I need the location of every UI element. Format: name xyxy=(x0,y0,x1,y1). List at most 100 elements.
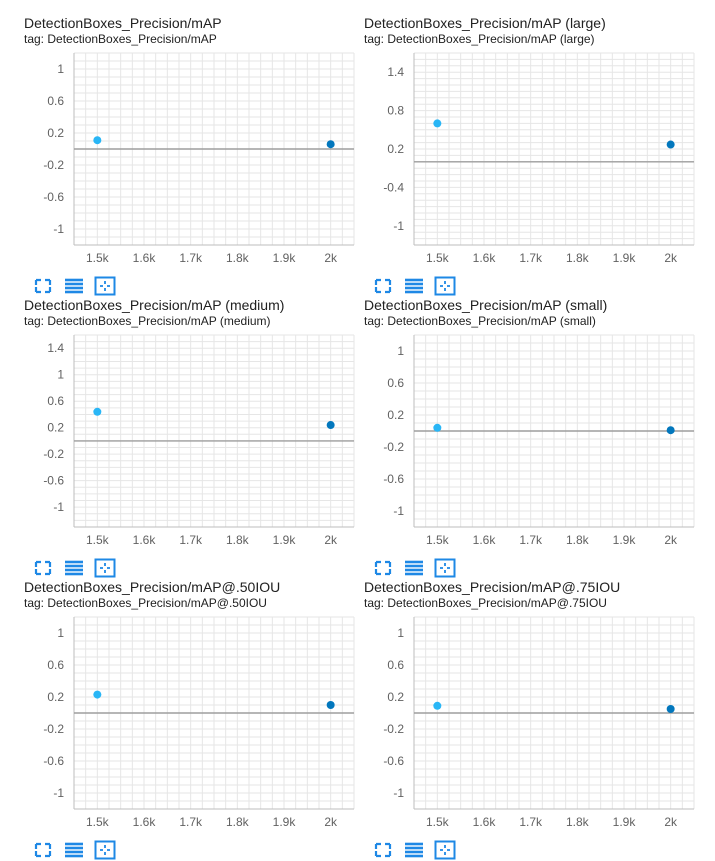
data-point xyxy=(433,423,442,432)
chart-plot[interactable]: 1 0.6 0.2 -0.2 -0.6 -1 1.5k 1.6k 1.7k 1.8k 1.9k 2k xyxy=(24,616,364,839)
y-tick-label: 0.2 xyxy=(47,126,64,140)
x-tick-label: 1.6k xyxy=(473,251,497,265)
fit-domain-icon xyxy=(94,558,116,578)
chart-title: DetectionBoxes_Precision/mAP@.75IOU xyxy=(364,579,621,595)
fit-domain-button[interactable] xyxy=(434,276,456,296)
x-tick-label: 1.5k xyxy=(86,533,110,547)
toggle-log-scale-icon xyxy=(63,276,85,296)
fullscreen-icon xyxy=(32,558,54,578)
data-point xyxy=(93,407,102,416)
y-tick-label: -0.6 xyxy=(383,754,404,768)
x-tick-label: 1.6k xyxy=(473,815,497,829)
chart-tag: tag: DetectionBoxes_Precision/mAP (mediu… xyxy=(24,314,271,328)
y-tick-label: -1 xyxy=(53,222,64,236)
fit-domain-button[interactable] xyxy=(434,840,456,860)
y-tick-label: 0.2 xyxy=(387,408,404,422)
toggle-log-scale-button[interactable] xyxy=(403,558,425,578)
data-point xyxy=(326,140,335,149)
fit-domain-button[interactable] xyxy=(94,276,116,296)
chart-plot[interactable]: 1 0.6 0.2 -0.2 -0.6 -1 1.5k 1.6k 1.7k 1.8k 1.9k 2k xyxy=(24,52,364,275)
fullscreen-button[interactable] xyxy=(32,276,54,296)
x-tick-label: 2k xyxy=(664,251,678,265)
toggle-log-scale-button[interactable] xyxy=(403,840,425,860)
data-point xyxy=(326,701,335,709)
y-tick-label: -1 xyxy=(53,786,64,800)
x-tick-label: 1.8k xyxy=(566,533,590,547)
chart-tag: tag: DetectionBoxes_Precision/mAP@.75IOU xyxy=(364,596,607,610)
chart-plot[interactable]: 1 0.6 0.2 -0.2 -0.6 -1 1.5k 1.6k 1.7k 1.8k 1.9k 2k xyxy=(364,334,704,557)
y-tick-label: 0.6 xyxy=(47,394,64,408)
fit-domain-button[interactable] xyxy=(94,840,116,860)
y-tick-label: 0.2 xyxy=(387,142,404,156)
y-tick-label: 0.2 xyxy=(47,690,64,704)
fit-domain-icon xyxy=(94,276,116,296)
chart-title: DetectionBoxes_Precision/mAP (large) xyxy=(364,15,606,31)
y-tick-label: -0.6 xyxy=(383,472,404,486)
x-tick-label: 1.8k xyxy=(226,815,250,829)
fullscreen-icon xyxy=(32,276,54,296)
x-tick-label: 1.5k xyxy=(426,815,450,829)
chart-plot[interactable]: 1 0.6 0.2 -0.2 -0.6 -1 1.5k 1.6k 1.7k 1.8k 1.9k 2k xyxy=(364,616,704,839)
x-tick-label: 1.9k xyxy=(273,251,297,265)
y-tick-label: -0.6 xyxy=(43,754,64,768)
fullscreen-button[interactable] xyxy=(32,558,54,578)
x-tick-label: 1.6k xyxy=(473,533,497,547)
toggle-log-scale-icon xyxy=(403,558,425,578)
toggle-log-scale-icon xyxy=(63,840,85,860)
toggle-log-scale-button[interactable] xyxy=(63,276,85,296)
x-tick-label: 2k xyxy=(324,251,338,265)
y-tick-label: -0.6 xyxy=(43,190,64,204)
x-tick-label: 1.9k xyxy=(273,815,297,829)
data-point xyxy=(666,140,675,149)
data-point xyxy=(93,690,102,699)
x-tick-label: 1.9k xyxy=(613,815,637,829)
fullscreen-button[interactable] xyxy=(372,558,394,578)
y-tick-label: 1 xyxy=(397,626,404,640)
x-tick-label: 1.5k xyxy=(426,251,450,265)
x-tick-label: 1.6k xyxy=(133,533,157,547)
fullscreen-button[interactable] xyxy=(32,840,54,860)
fullscreen-icon xyxy=(372,840,394,860)
x-tick-label: 1.7k xyxy=(179,815,203,829)
x-tick-label: 1.6k xyxy=(133,815,157,829)
toggle-log-scale-icon xyxy=(63,558,85,578)
fit-domain-button[interactable] xyxy=(434,558,456,578)
y-tick-label: 0.6 xyxy=(47,658,64,672)
data-point xyxy=(433,701,442,710)
y-tick-label: 1 xyxy=(57,62,64,76)
y-tick-label: -0.2 xyxy=(383,722,404,736)
x-tick-label: 1.8k xyxy=(226,251,250,265)
y-tick-label: 0.2 xyxy=(47,421,64,435)
x-tick-label: 1.7k xyxy=(179,533,203,547)
x-tick-label: 1.8k xyxy=(566,251,590,265)
y-tick-label: 1.4 xyxy=(387,65,404,79)
fit-domain-icon xyxy=(94,840,116,860)
chart-card: DetectionBoxes_Precision/mAP@.75IOU tag: … xyxy=(364,579,704,861)
toggle-log-scale-button[interactable] xyxy=(63,558,85,578)
y-tick-label: -0.2 xyxy=(43,158,64,172)
chart-tag: tag: DetectionBoxes_Precision/mAP (small… xyxy=(364,314,596,328)
chart-tag: tag: DetectionBoxes_Precision/mAP (large… xyxy=(364,32,595,46)
x-tick-label: 1.7k xyxy=(519,251,543,265)
chart-card: DetectionBoxes_Precision/mAP (large) tag:… xyxy=(364,15,704,297)
chart-plot[interactable]: 1.4 1 0.6 0.2 -0.2 -0.6 -1 1.5k 1.6k 1.7k 1.8k 1.9k… xyxy=(24,334,364,557)
fit-domain-button[interactable] xyxy=(94,558,116,578)
toggle-log-scale-button[interactable] xyxy=(63,840,85,860)
chart-title: DetectionBoxes_Precision/mAP@.50IOU xyxy=(24,579,281,595)
x-tick-label: 1.9k xyxy=(613,251,637,265)
fit-domain-icon xyxy=(434,276,456,296)
fullscreen-button[interactable] xyxy=(372,276,394,296)
y-tick-label: -1 xyxy=(393,786,404,800)
x-tick-label: 1.9k xyxy=(273,533,297,547)
data-point xyxy=(666,705,675,713)
toggle-log-scale-button[interactable] xyxy=(403,276,425,296)
y-tick-label: -0.6 xyxy=(43,474,64,488)
x-tick-label: 1.8k xyxy=(226,533,250,547)
y-tick-label: -0.4 xyxy=(383,180,404,194)
chart-title: DetectionBoxes_Precision/mAP (small) xyxy=(364,297,608,313)
chart-plot[interactable]: 1.4 0.8 0.2 -0.4 -1 1.5k 1.6k 1.7k 1.8k 1.9k 2k xyxy=(364,52,704,275)
fullscreen-button[interactable] xyxy=(372,840,394,860)
chart-tag: tag: DetectionBoxes_Precision/mAP@.50IOU xyxy=(24,596,267,610)
fullscreen-icon xyxy=(372,276,394,296)
data-point xyxy=(326,421,335,430)
